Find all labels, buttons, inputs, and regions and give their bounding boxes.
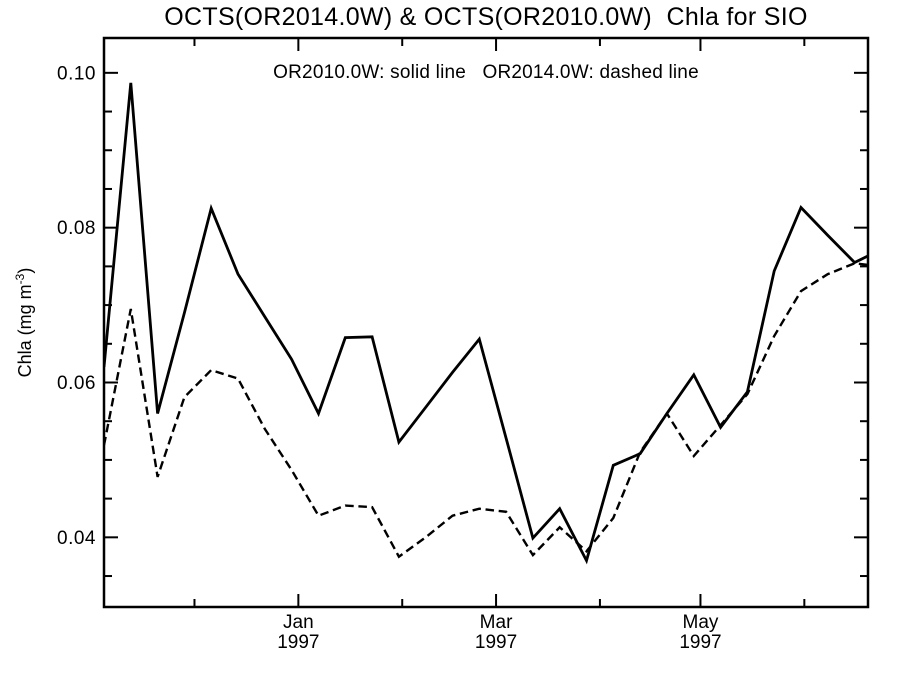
x-tick-label-month-Jan: Jan (283, 612, 314, 633)
y-tick-label-0.08: 0.08 (57, 218, 96, 239)
series-lines (104, 82, 868, 565)
y-axis-title: Chla (mg m-3) (13, 268, 35, 378)
x-tick-label-year-Jan: 1997 (277, 632, 319, 653)
x-axis-ticks (193, 39, 806, 606)
y-axis-ticks (105, 71, 867, 578)
y-tick-label-0.06: 0.06 (57, 373, 96, 394)
chart-title: OCTS(OR2014.0W) & OCTS(OR2010.0W) Chla f… (164, 3, 808, 31)
plot-frame (102, 36, 870, 609)
y-tick-label-0.04: 0.04 (57, 528, 96, 549)
x-tick-label-month-Mar: Mar (480, 612, 513, 633)
y-tick-label-0.10: 0.10 (57, 63, 96, 84)
series-line-OR2010.0W-solid (104, 82, 868, 565)
series-line-OR2014.0W-dashed (104, 262, 868, 559)
legend-note: OR2010.0W: solid line OR2014.0W: dashed … (273, 62, 699, 83)
x-tick-label-year-Mar: 1997 (475, 632, 517, 653)
x-tick-label-year-May: 1997 (679, 632, 721, 653)
x-tick-label-month-May: May (683, 612, 719, 633)
